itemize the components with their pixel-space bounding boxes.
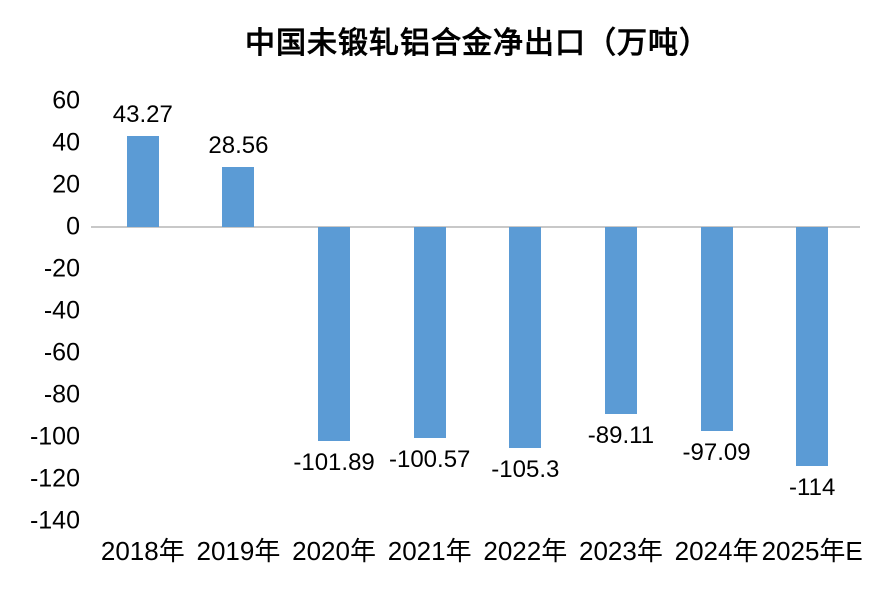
bar-2021年 bbox=[413, 227, 446, 439]
data-label: 28.56 bbox=[208, 132, 269, 160]
bar-2018年 bbox=[126, 136, 159, 227]
data-label: -105.3 bbox=[491, 456, 560, 484]
x-axis-tick-label: 2022年 bbox=[483, 536, 568, 566]
x-axis-tick-label: 2019年 bbox=[196, 536, 281, 566]
data-label: -89.11 bbox=[587, 422, 655, 450]
data-label: 43.27 bbox=[112, 101, 173, 129]
x-axis-tick-label: 2020年 bbox=[292, 536, 376, 566]
bar-2024年 bbox=[700, 227, 733, 431]
y-axis-tick-label: -80 bbox=[43, 380, 80, 409]
y-axis-tick-label: -100 bbox=[29, 422, 80, 451]
bar-2020年 bbox=[318, 227, 351, 441]
data-label: -101.89 bbox=[293, 448, 375, 476]
plot-area: 43.27 28.56 -101.89 -100.57 -105.3 -89.11 -97.… bbox=[91, 101, 860, 521]
data-label: -100.57 bbox=[388, 446, 471, 474]
y-axis-tick-label: 0 bbox=[66, 212, 80, 241]
x-axis: 2018年 2019年 2020年 2021年 2022年 2023年 2024年 2025年… bbox=[95, 536, 863, 570]
x-axis-tick-label: 2025年E bbox=[761, 536, 863, 566]
data-label: -97.09 bbox=[682, 438, 751, 466]
data-label: -114 bbox=[789, 474, 836, 502]
chart-title: 中国未锻轧铝合金净出口（万吨） bbox=[245, 27, 710, 60]
x-axis-tick-label: 2023年 bbox=[579, 536, 663, 566]
y-axis-tick-label: 60 bbox=[52, 86, 80, 115]
x-axis-tick-label: 2018年 bbox=[100, 536, 185, 566]
y-axis: 60 40 20 0 -20 -40 -60 -80 -100 -120 -140 bbox=[0, 87, 80, 535]
bar-2023年 bbox=[604, 227, 637, 415]
x-axis-tick-label: 2024年 bbox=[674, 536, 759, 566]
y-axis-tick-label: -20 bbox=[43, 254, 80, 283]
y-axis-tick-label: -140 bbox=[29, 506, 80, 535]
bar-2019年 bbox=[222, 167, 255, 227]
zero-axis-line bbox=[91, 226, 860, 228]
y-axis-tick-label: -120 bbox=[29, 464, 80, 493]
y-axis-tick-label: -60 bbox=[43, 338, 80, 367]
bar-2025年E bbox=[796, 227, 829, 467]
bar-2022年 bbox=[509, 227, 542, 449]
y-axis-tick-label: -40 bbox=[43, 296, 80, 325]
y-axis-tick-label: 20 bbox=[52, 170, 80, 199]
x-axis-tick-label: 2021年 bbox=[387, 536, 472, 566]
y-axis-tick-label: 40 bbox=[52, 128, 80, 157]
